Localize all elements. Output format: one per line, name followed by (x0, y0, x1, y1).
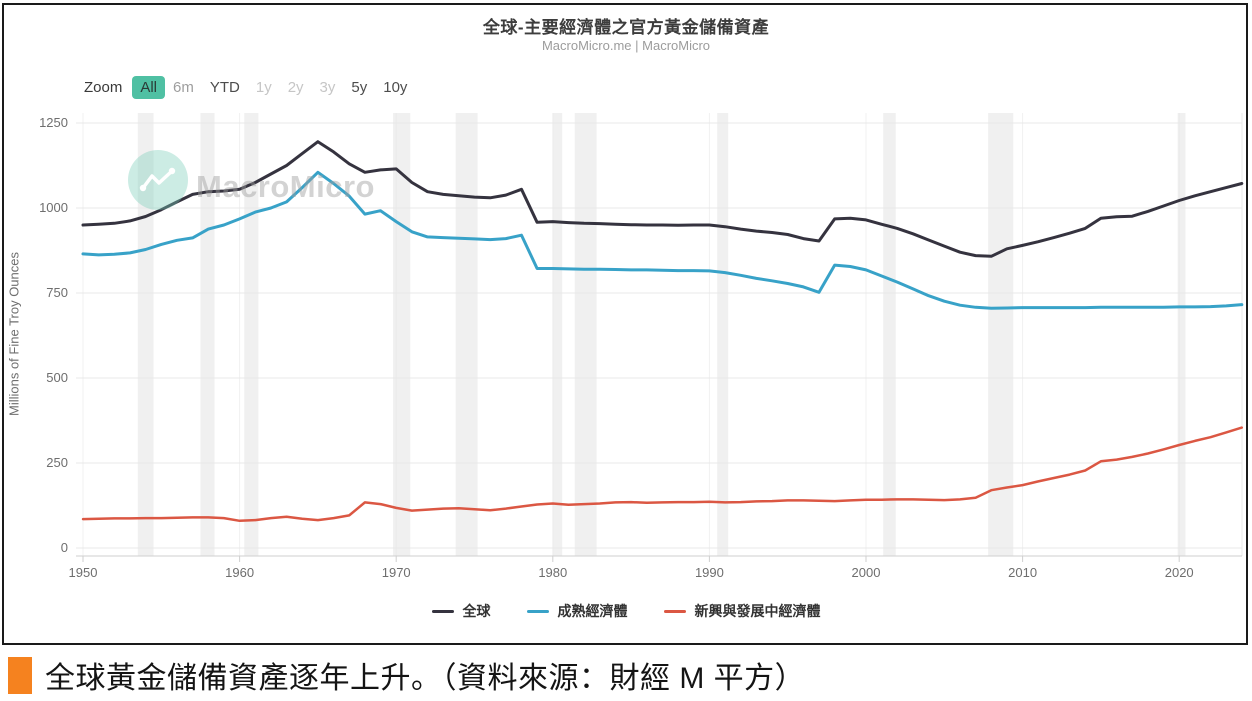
recession-band (574, 113, 597, 556)
zoom-range-button-10y[interactable]: 10y (375, 76, 415, 99)
x-tick-label: 1980 (538, 565, 567, 580)
recession-band (1177, 113, 1186, 556)
legend-swatch-icon (526, 609, 549, 613)
zoom-label: Zoom (84, 79, 123, 96)
legend-swatch-icon (431, 609, 454, 613)
recession-band (244, 113, 259, 556)
legend-swatch-icon (663, 609, 686, 613)
chart-canvas[interactable]: 0 250 500 750 1000 1250 1950 1960 1970 1980 1990 20… (0, 0, 1252, 648)
zoom-range-button-3y[interactable]: 3y (312, 76, 344, 99)
y-tick-label: 1250 (39, 115, 68, 130)
legend-item[interactable]: 新興與發展中經濟體 (663, 601, 821, 621)
x-tick-label: 1970 (382, 565, 411, 580)
zoom-buttons: All 6m YTD 1y 2y 3y 5y 10y (132, 76, 415, 99)
recession-band (988, 113, 1014, 556)
recession-band (200, 113, 215, 556)
y-tick-label: 1000 (39, 200, 68, 215)
legend-item[interactable]: 全球 (431, 601, 491, 621)
chart-subtitle: MacroMicro.me | MacroMicro (541, 38, 711, 53)
x-tick-label: 2000 (852, 565, 881, 580)
y-tick-label: 250 (46, 455, 68, 470)
zoom-range-button-5y[interactable]: 5y (343, 76, 375, 99)
recession-band (883, 113, 896, 556)
zoom-range-button-1y[interactable]: 1y (248, 76, 280, 99)
caption-marker-square (8, 656, 32, 694)
series-line-0 (81, 140, 1244, 258)
legend-label: 全球 (462, 603, 491, 619)
recession-band (552, 113, 563, 556)
x-tick-label: 1990 (695, 565, 724, 580)
x-tick-label: 2010 (1008, 565, 1037, 580)
figure-caption: 全球黃金儲備資產逐年上升。（資料來源：財經 M 平方） (8, 653, 805, 697)
legend-label: 成熟經濟體 (557, 603, 628, 619)
caption-text: 全球黃金儲備資產逐年上升。（資料來源：財經 M 平方） (45, 662, 806, 695)
x-tick-label: 1960 (225, 565, 254, 580)
x-tick-label: 1950 (69, 565, 98, 580)
chart-legend: 全球 成熟經濟體 新興與發展中經濟體 (0, 601, 1252, 621)
zoom-range-button-ytd[interactable]: YTD (202, 76, 248, 99)
y-tick-label: 500 (46, 370, 68, 385)
legend-item[interactable]: 成熟經濟體 (526, 601, 628, 621)
recession-band (717, 113, 729, 556)
legend-label: 新興與發展中經濟體 (694, 603, 821, 619)
y-tick-label: 750 (46, 285, 68, 300)
recession-band (137, 113, 154, 556)
series-line-2 (81, 426, 1244, 523)
zoom-toolbar: Zoom All 6m YTD 1y 2y 3y 5y 10y (84, 76, 415, 99)
zoom-range-button-all[interactable]: All (132, 76, 166, 99)
recession-band (455, 113, 478, 556)
series-line-1 (81, 170, 1244, 310)
zoom-range-button-6m[interactable]: 6m (165, 76, 202, 99)
y-tick-label: 0 (61, 540, 68, 555)
x-tick-label: 2020 (1165, 565, 1194, 580)
zoom-range-button-2y[interactable]: 2y (280, 76, 312, 99)
chart-title: 全球-主要經濟體之官方黃金儲備資產 (482, 18, 770, 37)
